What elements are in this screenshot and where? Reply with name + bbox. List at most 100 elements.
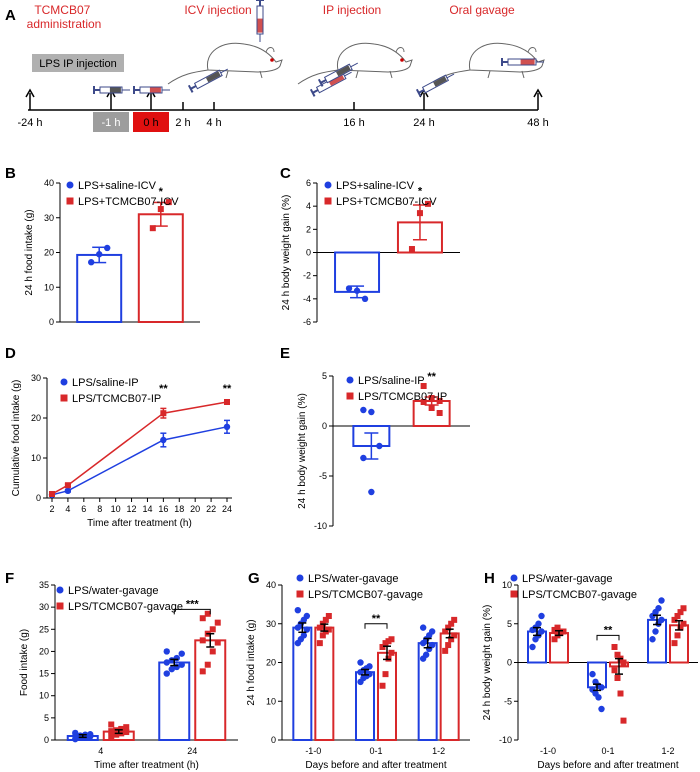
x-axis-label: Time after treatment (h) xyxy=(94,760,199,771)
data-point-blue xyxy=(294,606,302,614)
syringe-icon-gavage-lps xyxy=(415,73,455,97)
panel-f: F 0 5 10 15 20 25 30 35 Food intake (g) 4 24 *** Time… xyxy=(5,570,238,771)
timeline-arrow-head xyxy=(533,88,543,98)
data-point-red xyxy=(209,626,216,633)
mouse-icon-icv xyxy=(167,42,283,85)
mouse-ear xyxy=(265,47,275,53)
data-point-red xyxy=(445,624,452,631)
panel-letter-d: D xyxy=(5,345,16,362)
title-tcmcb07-line1: TCMCB07 xyxy=(34,3,90,17)
timeline-tick-label: 24 h xyxy=(413,117,434,129)
legend-marker-blue xyxy=(510,574,518,582)
x-tick-label: 16 xyxy=(158,504,168,514)
y-tick-label: 2 xyxy=(306,224,311,234)
y-tick-label: 30 xyxy=(266,619,276,629)
data-point-red xyxy=(388,636,395,643)
timeline-tick-label: 48 h xyxy=(527,117,548,129)
syringe-plunger-cap xyxy=(317,78,324,87)
data-point-red xyxy=(382,671,389,678)
mouse-body xyxy=(206,42,283,73)
data-point-blue xyxy=(538,628,545,635)
y-tick-label: -5 xyxy=(319,471,327,481)
data-point-red xyxy=(420,399,427,405)
y-tick-label: 25 xyxy=(39,624,49,634)
y-tick-label: 0 xyxy=(306,248,311,258)
data-point-red xyxy=(671,640,678,647)
data-point-blue xyxy=(360,406,367,414)
y-tick-label: 30 xyxy=(44,213,54,223)
y-axis-label: 24 h body weight gain (%) xyxy=(281,195,292,311)
data-point-blue xyxy=(595,694,602,701)
data-point-blue xyxy=(428,641,436,649)
data-point-red xyxy=(385,655,392,662)
data-point-red xyxy=(445,642,452,649)
legend-entry: LPS/TCMCB07-gavage xyxy=(68,601,183,613)
panel-g: G 0 10 20 30 40 24 h food intake (g) -1-0 0-1 ** 1… xyxy=(246,570,470,771)
panel-letter-f: F xyxy=(5,570,14,587)
data-point-blue xyxy=(223,423,231,430)
y-tick-label: 5 xyxy=(507,619,512,629)
data-point-blue xyxy=(168,665,175,673)
data-point-blue xyxy=(104,244,111,252)
y-axis-label: 24 h food intake (g) xyxy=(246,619,257,705)
data-point-red xyxy=(680,620,687,627)
data-point-red xyxy=(316,624,323,631)
x-tick-label: 6 xyxy=(81,504,86,514)
data-point-blue xyxy=(419,624,427,631)
mouse-eye xyxy=(270,58,274,62)
syringe-plunger xyxy=(312,89,319,94)
legend-entry: LPS/TCMCB07-IP xyxy=(72,393,161,405)
syringe-icon-icv-lps xyxy=(187,68,229,93)
data-point-red xyxy=(611,667,618,674)
syringe-plunger-cap xyxy=(415,88,422,97)
y-tick-label: 0 xyxy=(507,658,512,668)
data-point-blue xyxy=(163,648,170,655)
syringe-plunger-cap xyxy=(187,84,194,93)
tick-highlight-minus1h xyxy=(93,112,129,132)
y-tick-label: 20 xyxy=(39,646,49,656)
y-tick-label: 5 xyxy=(322,371,327,381)
legend-entry: LPS/TCMCB07-gavage xyxy=(522,589,637,601)
data-point-blue xyxy=(303,612,311,620)
data-point-red xyxy=(379,682,386,689)
x-tick-label: 8 xyxy=(97,504,102,514)
x-tick-label: 24 xyxy=(222,504,232,514)
x-tick-label: 14 xyxy=(142,504,152,514)
mouse-leg xyxy=(487,70,491,79)
data-point-red xyxy=(428,405,435,411)
y-tick-label: 30 xyxy=(31,373,41,383)
panel-h: H -10 -5 0 5 10 24 h body weight gain (%) -1-0 0… xyxy=(482,570,698,771)
y-tick-label: 4 xyxy=(306,201,311,211)
data-point-red xyxy=(108,733,115,740)
y-tick-label: 20 xyxy=(266,658,276,668)
syringe-icon-ip xyxy=(309,71,352,97)
significance-marker: *** xyxy=(186,598,200,610)
data-point-red xyxy=(108,728,115,735)
mouse-eye xyxy=(400,58,404,62)
y-tick-label: 20 xyxy=(44,248,54,258)
tcmcb07-admin-title: TCMCB07 administration xyxy=(27,3,102,31)
y-tick-label: 30 xyxy=(39,602,49,612)
x-tick-label: 4 xyxy=(98,746,103,756)
data-point-red xyxy=(123,729,130,736)
panel-a-timeline: A TCMCB07 administration ICV injection I… xyxy=(5,0,549,132)
legend-marker-blue xyxy=(324,181,332,189)
data-point-blue xyxy=(652,628,659,635)
timeline-tick-label: 4 h xyxy=(206,117,221,129)
x-tick-label: 1-2 xyxy=(661,746,674,756)
legend-marker-blue xyxy=(296,574,304,582)
legend-marker-red xyxy=(60,394,68,402)
legend-marker-blue xyxy=(60,378,68,386)
data-point-blue xyxy=(535,620,542,627)
syringe-fill xyxy=(328,74,345,86)
syringe-needle xyxy=(220,68,229,74)
data-point-blue xyxy=(428,628,436,635)
mouse-leg xyxy=(389,70,393,79)
data-point-red xyxy=(199,615,206,622)
data-point-red xyxy=(204,661,211,668)
y-tick-label: -5 xyxy=(504,696,512,706)
data-point-red xyxy=(424,200,431,207)
x-tick-label: 20 xyxy=(190,504,200,514)
significance-marker: * xyxy=(418,186,423,198)
